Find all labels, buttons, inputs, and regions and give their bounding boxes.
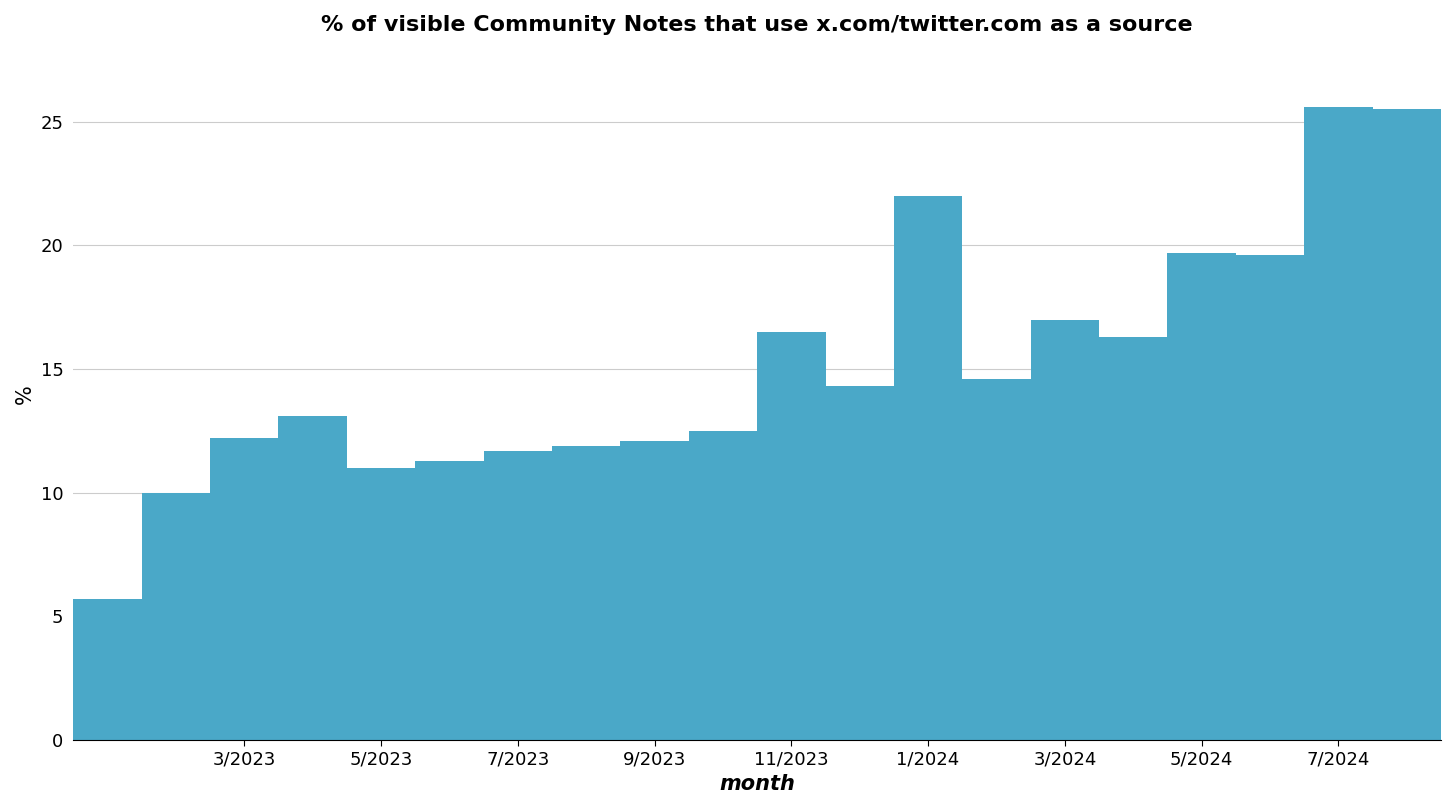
Bar [415,460,483,740]
Bar [1305,107,1373,740]
Bar [73,599,141,740]
Bar [1099,337,1168,740]
Bar [141,493,210,740]
Bar [278,416,347,740]
Bar [210,438,278,740]
Bar [1236,256,1305,740]
Y-axis label: %: % [15,384,35,404]
Bar [962,379,1031,740]
Bar [552,446,620,740]
Bar [620,441,689,740]
Bar [1168,253,1236,740]
Bar [826,387,894,740]
Bar [1031,320,1099,740]
Bar [1373,109,1441,740]
Bar [483,451,552,740]
Bar [894,196,962,740]
Bar [757,332,826,740]
X-axis label: month: month [719,774,795,794]
Bar [347,468,415,740]
Bar [689,431,757,740]
Title: % of visible Community Notes that use x.com/twitter.com as a source: % of visible Community Notes that use x.… [322,15,1192,35]
